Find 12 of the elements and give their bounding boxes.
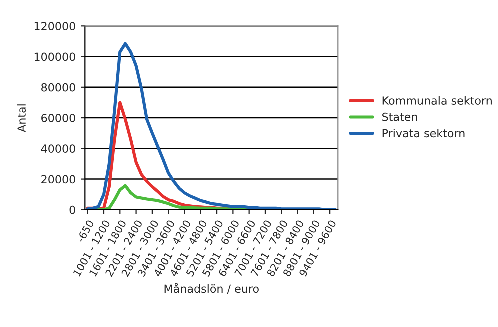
y-tick-label: 100000 xyxy=(34,52,76,62)
x-axis-title: Månadslön / euro xyxy=(164,283,259,294)
y-tick-label: 20000 xyxy=(42,175,76,184)
y-tick-label: 0 xyxy=(70,206,76,214)
legend-label: Privata sektorn xyxy=(382,128,465,138)
y-tick-label: 60000 xyxy=(42,114,76,122)
y-tick-label: 80000 xyxy=(42,83,76,92)
y-axis-title: Antal xyxy=(17,104,26,132)
y-tick-label: 40000 xyxy=(41,144,76,154)
y-tick-label: 120000 xyxy=(34,22,76,31)
legend-label: Staten xyxy=(382,112,418,122)
legend-label: Kommunala sektorn xyxy=(382,96,492,105)
